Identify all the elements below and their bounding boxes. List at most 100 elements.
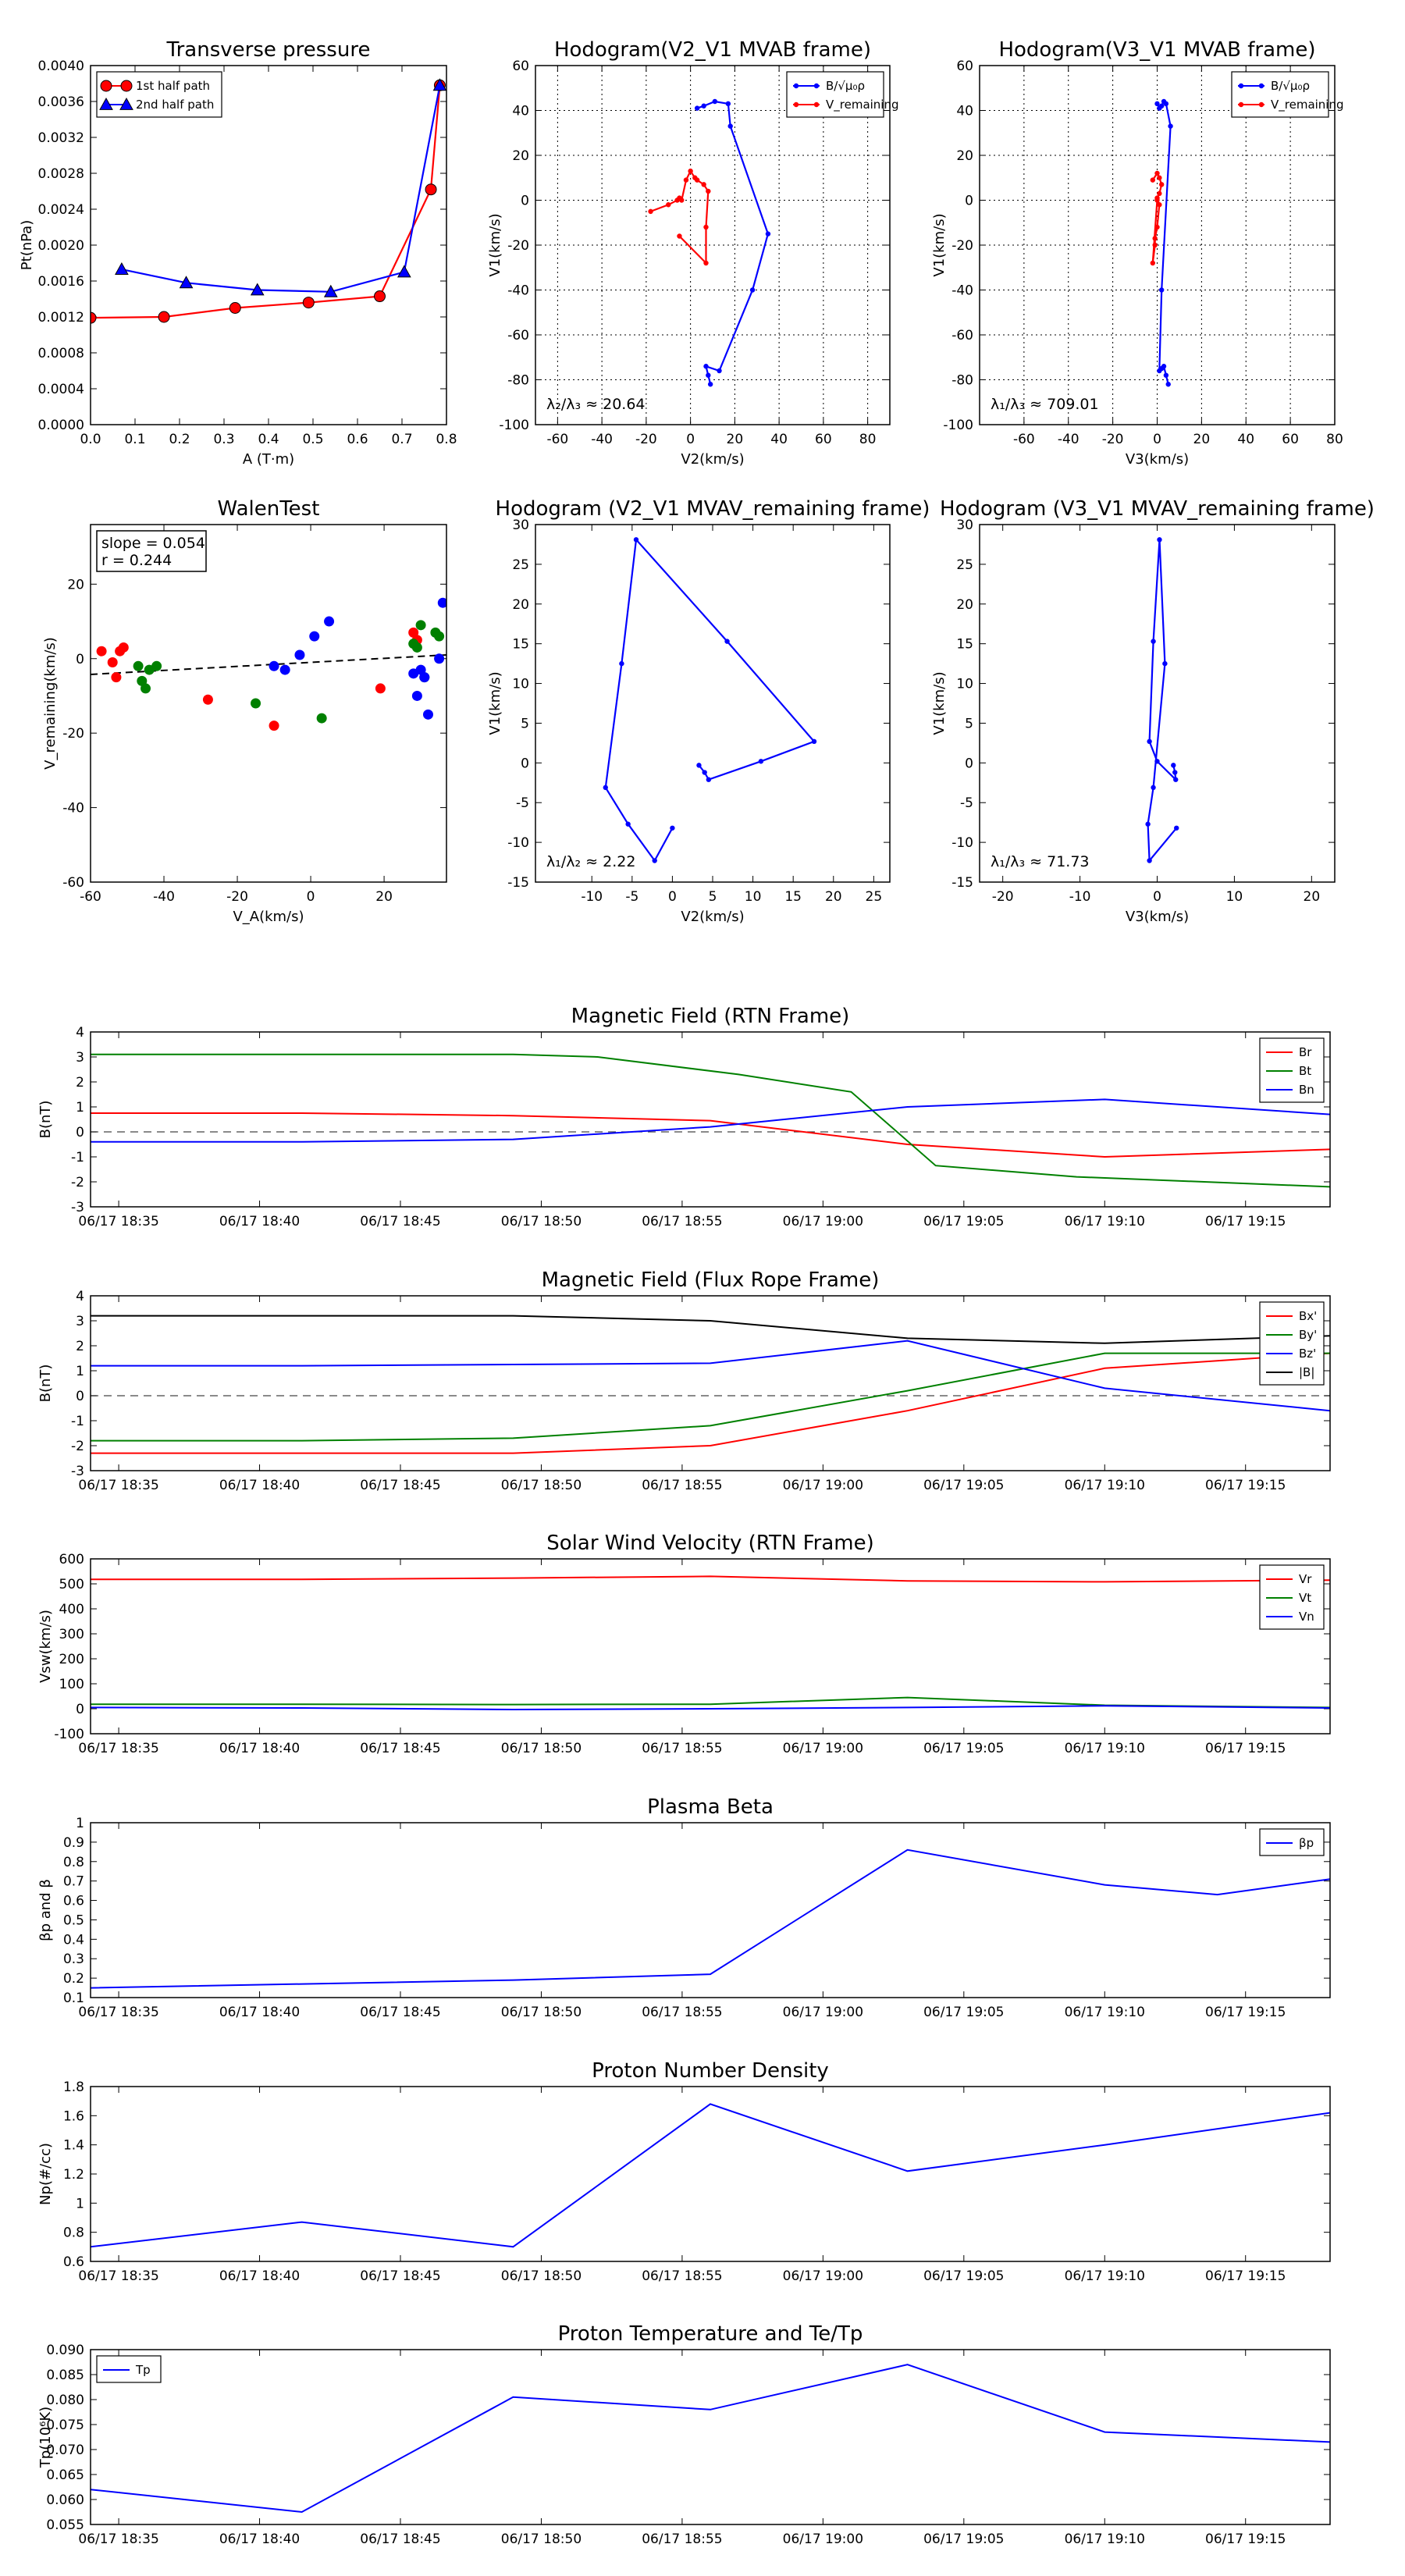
x-tick-label: 80 [859, 432, 877, 447]
y-axis-label: V_remaining(km/s) [42, 637, 59, 770]
data-point [1158, 287, 1165, 293]
x-tick-label: 10 [745, 889, 762, 905]
x-tick-label: 06/17 19:15 [1205, 2005, 1286, 2020]
chart-h4: Hodogram (V3_V1 MVAV_remaining frame) -20… [931, 497, 1375, 925]
x-tick-label: 06/17 18:35 [78, 1741, 158, 1756]
plot-frame [979, 65, 1336, 425]
x-tick-label: 06/17 18:50 [501, 2005, 582, 2020]
series-line [91, 1705, 1330, 1711]
data-point [696, 763, 702, 768]
plot-area [91, 1053, 1330, 1188]
x-tick-label: 06/17 18:45 [360, 1741, 440, 1756]
series-line [91, 2103, 1330, 2248]
x-tick-label: 06/17 18:40 [219, 2005, 300, 2020]
y-axis-label: V1(km/s) [487, 213, 503, 276]
data-point [811, 738, 817, 745]
x-tick-label: 0 [307, 889, 315, 905]
series-line [91, 1352, 1330, 1454]
data-point [269, 720, 279, 731]
y-tick-label: 0 [965, 756, 973, 771]
chart-title: Hodogram (V2_V1 MVAV_remaining frame) [496, 497, 930, 521]
plot-area [1150, 98, 1173, 387]
series-line [604, 537, 816, 863]
y-tick-label: -100 [54, 1727, 84, 1742]
legend-label: Bx' [1299, 1309, 1317, 1323]
x-tick-label: 0 [686, 432, 695, 447]
y-axis-label: Pt(nPa) [19, 220, 35, 270]
data-point [434, 653, 445, 664]
legend-marker [1258, 83, 1264, 89]
y-tick-label: 30 [956, 518, 973, 533]
chart-title: Magnetic Field (Flux Rope Frame) [542, 1268, 880, 1292]
y-tick-label: 300 [59, 1627, 84, 1642]
legend-label: V_remaining [1271, 98, 1344, 112]
chart-title: Hodogram(V2_V1 MVAB frame) [554, 38, 871, 62]
data-point [425, 183, 437, 196]
data-point [323, 284, 338, 297]
y-tick-label: 0.055 [46, 2517, 84, 2533]
series-line [91, 1098, 1330, 1143]
x-tick-label: 0 [1153, 432, 1161, 447]
data-point [702, 770, 707, 775]
x-tick-label: 20 [1304, 889, 1321, 905]
data-point [309, 631, 320, 642]
legend-label: Br [1299, 1045, 1312, 1059]
chart-walen: WalenTest -60 -40 -20 0 20 -60 -40 -20 0 20 V_A(km/… [42, 497, 447, 925]
data-point [107, 657, 118, 668]
y-axis-label: V1(km/s) [487, 671, 503, 735]
y-tick-label: -40 [951, 283, 973, 299]
x-tick-label: 0.8 [436, 432, 457, 447]
data-point [419, 672, 430, 683]
annotation-box [96, 530, 207, 572]
plot-area [603, 537, 817, 863]
y-tick-label: -10 [507, 835, 529, 851]
data-point [375, 683, 386, 694]
data-point [1161, 364, 1167, 369]
series-line [91, 1053, 1330, 1188]
y-tick-label: -40 [507, 283, 529, 299]
x-tick-label: 06/17 18:40 [219, 1478, 300, 1493]
y-axis-label: V1(km/s) [931, 213, 948, 276]
x-tick-label: 06/17 18:40 [219, 1214, 300, 1229]
y-tick-label: 20 [956, 597, 973, 613]
fit-line [91, 653, 446, 675]
x-tick-label: 06/17 18:55 [642, 2532, 722, 2547]
data-point [1165, 382, 1171, 387]
y-tick-label: 0.0016 [38, 274, 84, 290]
data-point [717, 368, 722, 374]
y-tick-label: 4 [76, 1289, 84, 1304]
x-tick-label: 06/17 19:15 [1205, 1214, 1286, 1229]
x-tick-label: 06/17 19:00 [783, 1478, 863, 1493]
series-line [91, 1352, 1330, 1442]
x-tick-label: 06/17 19:15 [1205, 2532, 1286, 2547]
y-tick-label: 0 [521, 756, 529, 771]
x-tick-label: 06/17 19:10 [1065, 1214, 1145, 1229]
x-tick-label: 20 [727, 432, 744, 447]
data-point [707, 382, 713, 387]
x-tick-label: 06/17 18:35 [78, 1214, 158, 1229]
x-tick-label: 0 [1153, 889, 1161, 905]
x-tick-label: 06/17 19:00 [783, 1741, 863, 1756]
legend-label: B/√μ₀ρ [1271, 79, 1310, 93]
data-point [1174, 825, 1179, 831]
series-line [650, 169, 710, 265]
y-tick-label: -80 [951, 373, 973, 389]
data-point [1150, 177, 1156, 183]
x-tick-label: -60 [546, 432, 568, 447]
y-tick-label: 1 [76, 2196, 84, 2211]
plot-frame [90, 2086, 1331, 2262]
plot-frame [535, 65, 891, 425]
legend-label: βp [1299, 1836, 1314, 1850]
legend-label: 1st half path [136, 79, 210, 93]
chart-h2: Hodogram(V3_V1 MVAB frame) -60 -40 -20 0 20 40… [931, 38, 1344, 468]
legend-box [96, 71, 222, 118]
y-tick-label: 60 [956, 59, 973, 74]
y-tick-label: 500 [59, 1577, 84, 1592]
data-point [1154, 101, 1160, 107]
legend-marker [119, 97, 133, 110]
y-tick-label: 15 [512, 637, 529, 653]
x-tick-label: 06/17 18:45 [360, 2268, 440, 2284]
legend-marker [793, 101, 799, 108]
legend-label: Vn [1299, 1610, 1314, 1624]
plot-frame [90, 2349, 1331, 2525]
